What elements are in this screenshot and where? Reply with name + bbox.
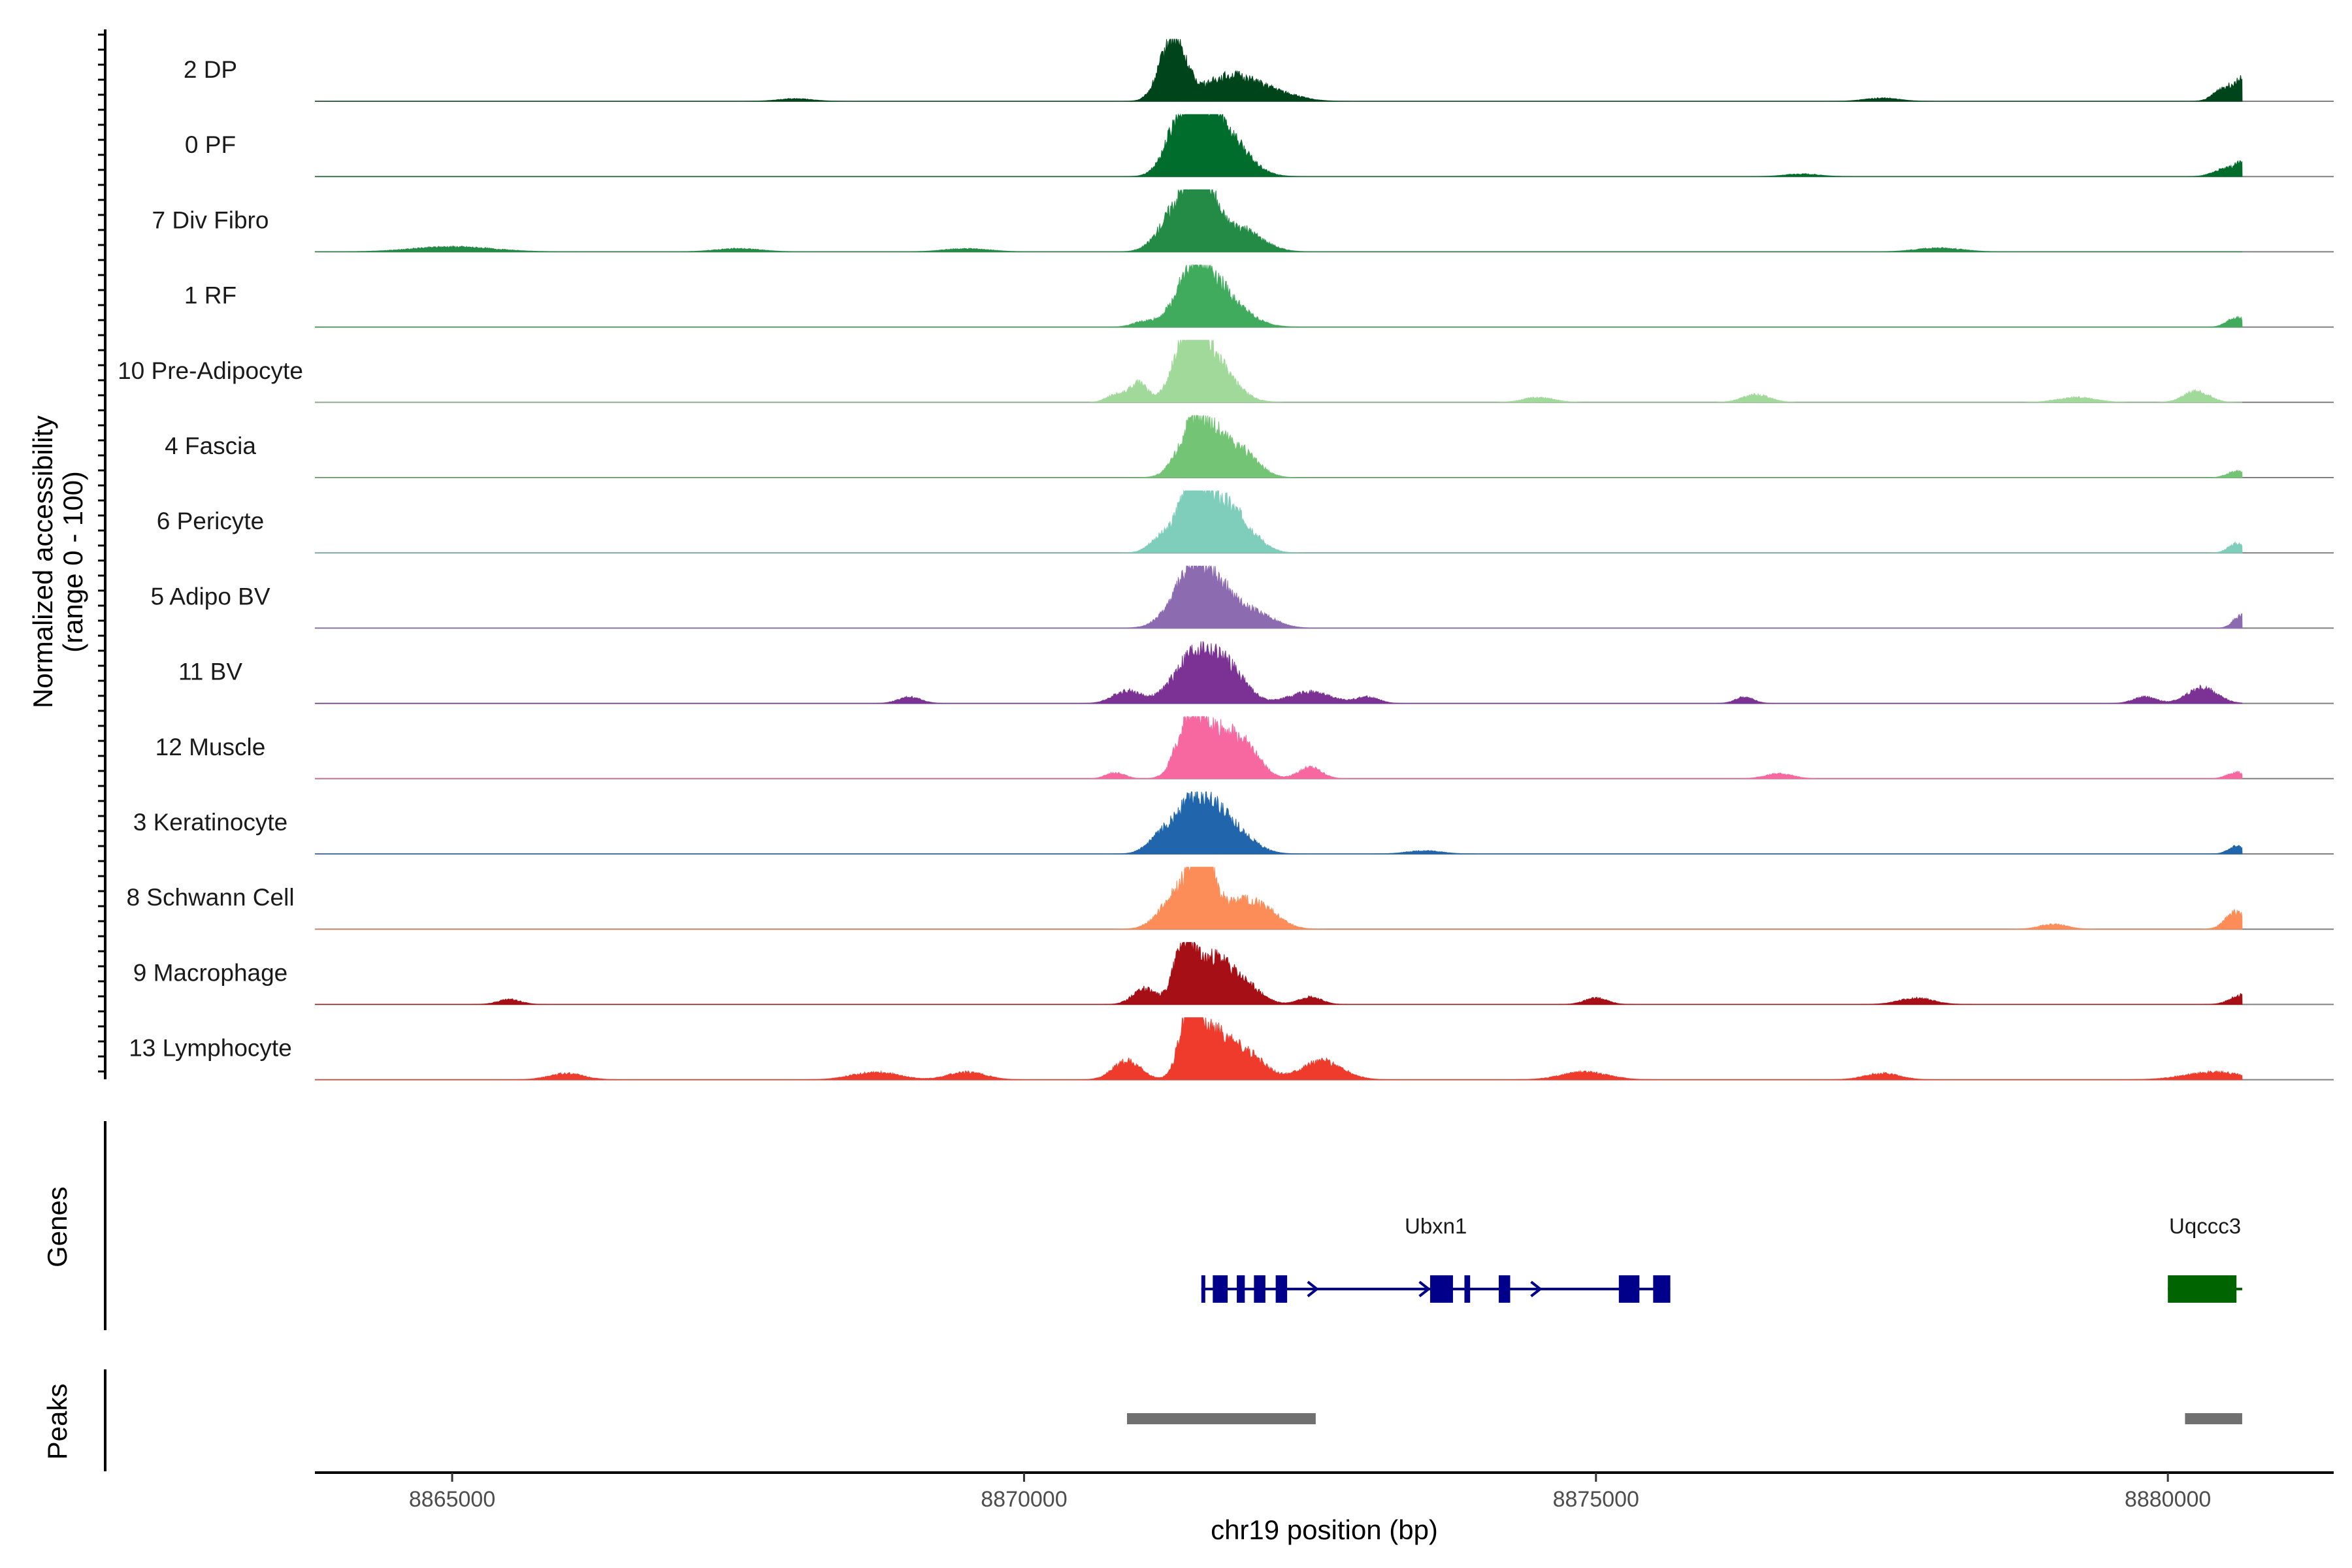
coverage-track: 3 Keratinocyte	[133, 791, 2334, 855]
coverage-track: 11 BV	[178, 641, 2334, 704]
strand-chevron	[1530, 1281, 1543, 1298]
track-label: 1 RF	[184, 282, 237, 309]
coverage-track: 0 PF	[185, 113, 2334, 178]
track-label: 12 Muscle	[155, 734, 266, 760]
coverage-track: 5 Adipo BV	[150, 564, 2334, 629]
coverage-track: 1 RF	[184, 263, 2334, 328]
track-label: 3 Keratinocyte	[133, 809, 288, 836]
coverage-track: 10 Pre-Adipocyte	[118, 338, 2334, 403]
coverage-track: 9 Macrophage	[133, 941, 2334, 1005]
coverage-area	[315, 338, 2242, 403]
coverage-tracks: 2 DP 0 PF 7 Div Fibro 1 RF 10 Pre-Adipocyte 4…	[118, 39, 2334, 1081]
peaks-track-title: Peaks	[42, 1384, 73, 1460]
track-label: 2 DP	[184, 56, 237, 83]
gene-annotations: Ubxn1 Uqccc3	[1201, 1214, 2242, 1303]
x-tick-label: 8880000	[2125, 1487, 2211, 1512]
track-label: 0 PF	[185, 131, 236, 158]
track-label: 5 Adipo BV	[150, 583, 270, 610]
track-label: 8 Schwann Cell	[126, 884, 294, 911]
x-tick-label: 8870000	[981, 1487, 1067, 1512]
gene-exon	[1201, 1275, 1205, 1303]
coverage-area	[315, 941, 2243, 1005]
coverage-track: 13 Lymphocyte	[129, 1017, 2334, 1081]
y-axis-title-line2: (range 0 - 100)	[57, 471, 88, 653]
gene-exon	[1618, 1275, 1640, 1303]
gene-exon	[1275, 1275, 1288, 1303]
gene-name-label: Uqccc3	[2169, 1214, 2241, 1238]
gene-exon	[2168, 1275, 2237, 1303]
gene-name-label: Ubxn1	[1405, 1214, 1467, 1238]
track-label: 4 Fascia	[165, 433, 256, 459]
coverage-track: 12 Muscle	[155, 715, 2334, 779]
coverage-area	[315, 715, 2243, 779]
coverage-track: 4 Fascia	[165, 415, 2334, 478]
coverage-area	[315, 415, 2243, 478]
coverage-area	[315, 113, 2243, 177]
genes-track-title: Genes	[42, 1186, 73, 1267]
track-label: 6 Pericyte	[157, 508, 265, 534]
x-tick-label: 8865000	[409, 1487, 495, 1512]
peak-regions	[1127, 1413, 2242, 1424]
coverage-area	[315, 791, 2243, 855]
gene-exon	[1498, 1275, 1511, 1303]
x-axis-ticks: 8865000 8870000 8875000 8880000	[409, 1473, 2211, 1512]
coverage-area	[315, 39, 2243, 102]
peak-region-bar	[1127, 1413, 1316, 1424]
track-label: 11 BV	[178, 659, 242, 685]
peak-region-bar	[2185, 1413, 2242, 1424]
x-tick-label: 8875000	[1553, 1487, 1639, 1512]
strand-chevron	[1418, 1281, 1431, 1298]
gene-exon	[1429, 1275, 1453, 1303]
track-label: 10 Pre-Adipocyte	[118, 357, 303, 384]
gene-exon	[1464, 1275, 1471, 1303]
gene-exon	[1254, 1275, 1266, 1303]
y-axis-title-line1: Normalized accessibility	[27, 416, 58, 708]
coverage-track: 6 Pericyte	[157, 489, 2334, 554]
coverage-area	[315, 1017, 2243, 1081]
coverage-area	[315, 489, 2243, 553]
x-axis-title: chr19 position (bp)	[1211, 1514, 1438, 1545]
strand-chevron	[1307, 1281, 1319, 1298]
coverage-area	[315, 641, 2243, 704]
gene-exon	[1653, 1275, 1671, 1303]
gene: Ubxn1	[1201, 1214, 1671, 1303]
coverage-area	[315, 564, 2243, 629]
coverage-track: 2 DP	[184, 39, 2334, 102]
coverage-track: 7 Div Fibro	[152, 189, 2334, 253]
gene-exon	[1213, 1275, 1228, 1303]
track-label: 7 Div Fibro	[152, 206, 269, 233]
coverage-area	[315, 189, 2242, 252]
coverage-y-axis	[98, 29, 106, 1079]
coverage-area	[315, 866, 2243, 930]
gene: Uqccc3	[2168, 1214, 2242, 1303]
track-label: 9 Macrophage	[133, 959, 288, 986]
gene-exon	[1237, 1275, 1245, 1303]
coverage-track: 8 Schwann Cell	[126, 866, 2334, 930]
track-label: 13 Lymphocyte	[129, 1035, 292, 1062]
coverage-area	[315, 263, 2243, 328]
